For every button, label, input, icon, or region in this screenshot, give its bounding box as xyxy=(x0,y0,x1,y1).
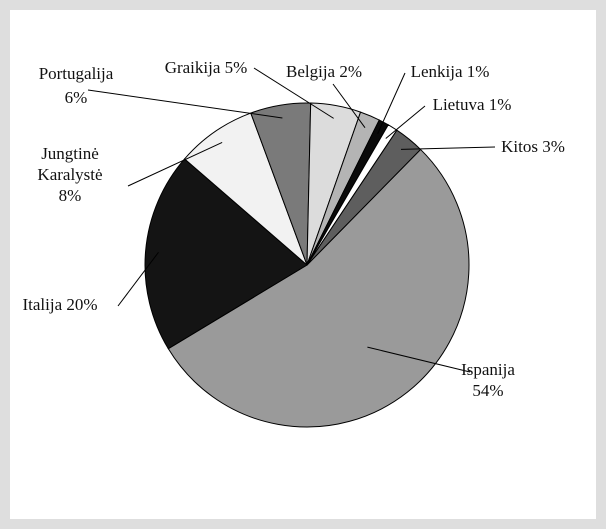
pie-slice-kitos xyxy=(306,129,422,266)
leader-line xyxy=(385,105,426,139)
leader-line xyxy=(127,142,223,187)
leader-line xyxy=(377,72,406,134)
pie-slice-italija xyxy=(144,158,308,350)
slice-labels: Ispanija 54% Italija 20% Jungtinė Karalystė 8… xyxy=(22,58,564,400)
slice-label: Jungtinė Karalystė 8% xyxy=(37,144,102,205)
leader-line xyxy=(253,67,334,119)
slice-label: Kitos 3% xyxy=(501,137,565,156)
slice-label: Lenkija 1% xyxy=(411,62,490,81)
slice-label: Graikija 5% xyxy=(165,58,248,77)
slice-label: Portugalija 6% xyxy=(39,64,114,107)
slice-label: Belgija 2% xyxy=(286,62,362,81)
chart-frame: Ispanija 54% Italija 20% Jungtinė Karalystė 8… xyxy=(10,10,596,519)
slice-label: Italija 20% xyxy=(22,295,97,314)
leader-line xyxy=(367,346,471,373)
slice-label: Lietuva 1% xyxy=(433,95,512,114)
pie-slices xyxy=(144,102,470,428)
slice-label: Ispanija 54% xyxy=(461,360,515,400)
leader-lines xyxy=(87,67,496,373)
leader-line xyxy=(332,83,366,129)
leader-line xyxy=(117,251,159,307)
leader-line xyxy=(87,89,283,119)
leader-line xyxy=(400,146,496,150)
pie-chart: Ispanija 54% Italija 20% Jungtinė Karalystė 8… xyxy=(22,58,565,428)
pie-slice-ispanija xyxy=(167,148,470,428)
